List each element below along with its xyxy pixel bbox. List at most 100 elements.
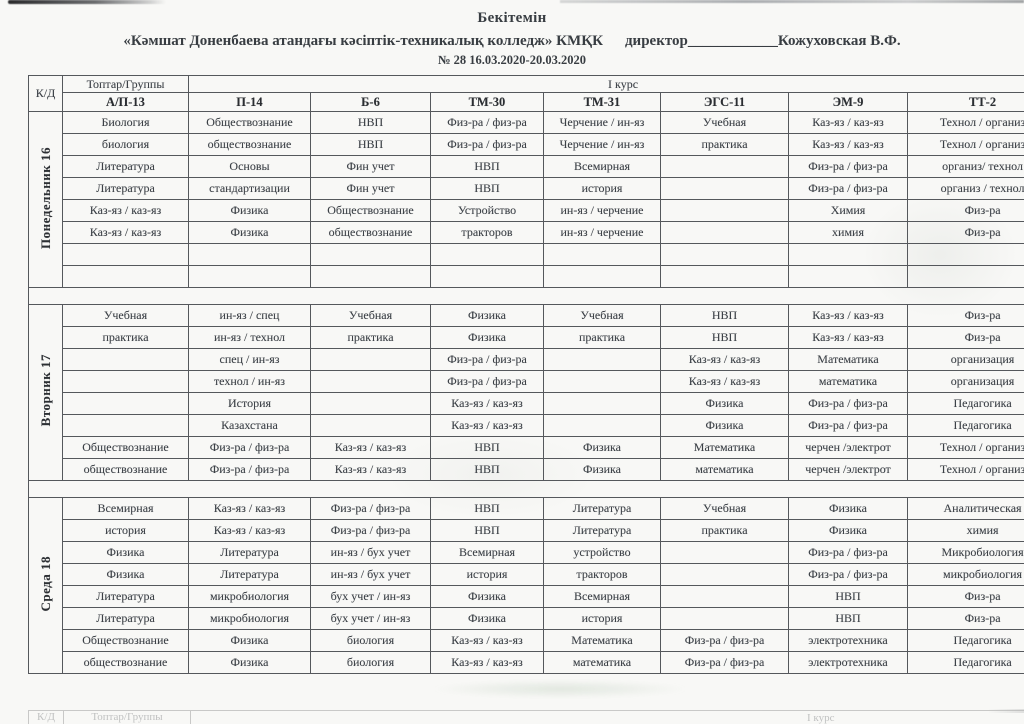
schedule-cell: Аналитическая <box>906 497 1024 520</box>
schedule-cell: Черчение / ин-яз <box>543 111 661 134</box>
schedule-cell: тракторов <box>543 563 661 586</box>
schedule-cell: математика <box>543 651 661 674</box>
schedule-row: Обществознание Физ-ра / физ-ра Каз-яз / ка… <box>29 436 1024 459</box>
schedule-cell <box>543 243 661 266</box>
schedule-cell: Каз-яз / каз-яз <box>188 497 311 520</box>
schedule-cell: Всемирная <box>62 497 189 520</box>
schedule-cell: ин-яз / спец <box>188 304 311 327</box>
schedule-cell: Фин учет <box>310 177 431 200</box>
schedule-cell: Учебная <box>543 304 661 327</box>
schedule-cell: Физ-ра / физ-ра <box>788 177 908 200</box>
schedule-cell: ин-яз / черчение <box>543 221 661 244</box>
schedule-cell: биология <box>62 133 189 156</box>
schedule-cell <box>62 348 189 371</box>
schedule-cell: Казахстана <box>188 414 311 437</box>
schedule-cell: Физика <box>188 221 311 244</box>
document-header: Бекітемін «Кәмшат Доненбаева атандағы кә… <box>0 10 1024 68</box>
schedule-cell: Литература <box>62 155 189 178</box>
schedule-cell: История <box>188 392 311 415</box>
schedule-cell: история <box>543 177 661 200</box>
schedule-cell: Физ-ра / физ-ра <box>430 370 544 393</box>
schedule-row: практика ин-яз / технол практика Физика прак… <box>29 326 1024 349</box>
schedule-cell: Всемирная <box>430 541 544 564</box>
schedule-row: Литература микробиология бух учет / ин-яз Ф… <box>29 607 1024 630</box>
schedule-cell: организ/ технол <box>906 155 1024 178</box>
schedule-row: обществознание Физика биология Каз-яз / каз… <box>29 651 1024 674</box>
day-label: Вторник 17 <box>37 354 53 427</box>
schedule-cell <box>310 243 431 266</box>
schedule-cell: НВП <box>430 155 544 178</box>
schedule-cell: Каз-яз / каз-яз <box>430 629 544 652</box>
schedule-cell: практика <box>660 133 789 156</box>
day-label: Среда 18 <box>37 555 53 612</box>
schedule-cell: НВП <box>788 607 908 630</box>
schedule-cell <box>543 414 661 437</box>
schedule-cell: практика <box>310 326 431 349</box>
schedule-cell: Физика <box>188 629 311 652</box>
day-separator-row <box>27 287 1024 305</box>
schedule-cell: Физика <box>543 458 661 481</box>
group-column-header: ТМ-30 <box>430 92 544 112</box>
schedule-cell: Каз-яз / каз-яз <box>430 414 544 437</box>
schedule-cell: Физика <box>788 497 908 520</box>
schedule-cell <box>660 199 789 222</box>
schedule-cell: НВП <box>430 177 544 200</box>
schedule-row: Литература стандартизации Фин учет НВП истор… <box>29 177 1024 200</box>
schedule-cell: организация <box>906 348 1024 371</box>
schedule-cell: обществознание <box>62 651 189 674</box>
schedule-cell: биология <box>310 651 431 674</box>
schedule-cell: Физ-ра / физ-ра <box>660 651 789 674</box>
schedule-cell: Физ-ра / физ-ра <box>788 155 908 178</box>
schedule-cell: Педагогика <box>906 414 1024 437</box>
schedule-cell <box>660 265 789 288</box>
schedule-cell: микробиология <box>188 607 311 630</box>
schedule-row <box>29 265 1024 288</box>
schedule-cell: Физика <box>660 392 789 415</box>
day-label: Понедельник 16 <box>37 146 53 249</box>
schedule-cell: ин-яз / бух учет <box>310 541 431 564</box>
schedule-cell: Физика <box>430 585 544 608</box>
schedule-cell: Литература <box>62 177 189 200</box>
schedule-cell: Литература <box>543 519 661 542</box>
schedule-cell: Каз-яз / каз-яз <box>62 199 189 222</box>
schedule-cell: Обществознание <box>310 199 431 222</box>
schedule-cell: ин-яз / бух учет <box>310 563 431 586</box>
college-title: «Кәмшат Доненбаева атандағы кәсіптік-тех… <box>123 33 603 49</box>
day-label-cell: Среда 18 <box>28 497 63 674</box>
schedule-row: Понедельник 16 Биология Обществознание НВП Ф… <box>28 111 1024 288</box>
schedule-cell <box>62 243 189 266</box>
day-separator-row <box>27 480 1024 498</box>
schedule-cell: ин-яз / технол <box>188 326 311 349</box>
schedule-cell <box>430 265 544 288</box>
schedule-cell: обществознание <box>310 221 431 244</box>
schedule-cell: Каз-яз / каз-яз <box>788 326 908 349</box>
schedule-cell: Устройство <box>430 199 544 222</box>
schedule-cell: тракторов <box>430 221 544 244</box>
group-column-header: Б-6 <box>310 92 431 112</box>
schedule-cell: Физика <box>660 414 789 437</box>
schedule-cell: Обществознание <box>62 436 189 459</box>
schedule-cell: Технол / организ <box>906 436 1024 459</box>
ink-smudge <box>430 680 690 698</box>
schedule-cell <box>188 265 311 288</box>
schedule-cell: Каз-яз / каз-яз <box>788 111 908 134</box>
schedule-cell: НВП <box>788 585 908 608</box>
schedule-row: Физика Литература ин-яз / бух учет Всемирна… <box>29 541 1024 564</box>
schedule-cell: НВП <box>430 458 544 481</box>
schedule-cell: Физ-ра <box>906 221 1024 244</box>
schedule-cell: Физ-ра <box>906 607 1024 630</box>
groups-header: Топтар/Группы <box>62 75 189 93</box>
schedule-cell: химия <box>788 221 908 244</box>
schedule-cell: Физика <box>62 541 189 564</box>
schedule-cell: бух учет / ин-яз <box>310 607 431 630</box>
schedule-cell: организация <box>906 370 1024 393</box>
schedule-cell: бух учет / ин-яз <box>310 585 431 608</box>
schedule-cell: Физ-ра / физ-ра <box>188 458 311 481</box>
schedule-cell: история <box>543 607 661 630</box>
group-column-header: ЭГС-11 <box>660 92 789 112</box>
schedule-cell <box>543 265 661 288</box>
schedule-row: Обществознание Физика биология Каз-яз / каз… <box>29 629 1024 652</box>
schedule-cell: Педагогика <box>906 651 1024 674</box>
corner-header: К/Д <box>28 75 63 112</box>
schedule-cell: Физика <box>430 326 544 349</box>
